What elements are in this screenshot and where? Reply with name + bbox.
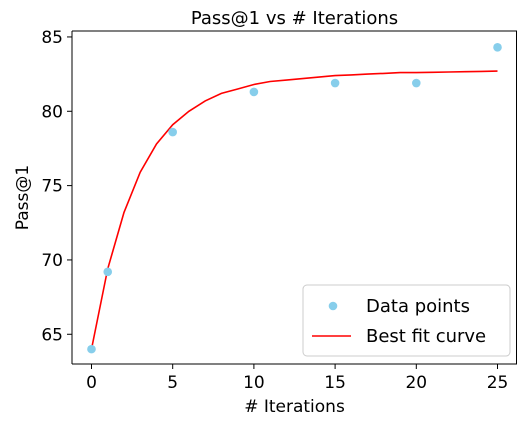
data-point: [87, 344, 96, 354]
legend: Data points Best fit curve: [302, 284, 511, 357]
data-point: [493, 43, 502, 52]
y-tick-label: 75: [41, 177, 63, 197]
x-tick-label: 0: [86, 373, 97, 393]
y-tick-label: 80: [41, 102, 63, 122]
data-point: [103, 267, 113, 277]
x-axis-label: # Iterations: [244, 397, 345, 417]
x-tick-label: 25: [487, 373, 509, 393]
legend-box: [302, 284, 511, 357]
y-tick-label: 85: [41, 28, 63, 48]
legend-marker-data-points: [328, 301, 338, 311]
data-point: [412, 78, 421, 88]
x-tick-label: 15: [324, 373, 346, 393]
legend-label: Data points: [366, 296, 470, 317]
x-tick-label: 20: [405, 373, 427, 393]
series-line-best-fit: [90, 70, 498, 350]
data-point: [168, 127, 177, 137]
y-axis-label: Pass@1: [13, 165, 33, 230]
y-tick-label: 65: [41, 325, 63, 345]
legend-label: Best fit curve: [366, 326, 486, 347]
ticks: 0 5 10 15 20 25 65 70 75 80 85: [41, 28, 508, 393]
y-tick-label: 70: [41, 251, 63, 271]
data-point: [249, 87, 259, 97]
data-point: [330, 78, 340, 88]
x-tick-label: 10: [243, 373, 265, 393]
chart-title: Pass@1 vs # Iterations: [191, 8, 398, 29]
x-tick-label: 5: [167, 373, 178, 393]
plot-area: [87, 43, 502, 354]
